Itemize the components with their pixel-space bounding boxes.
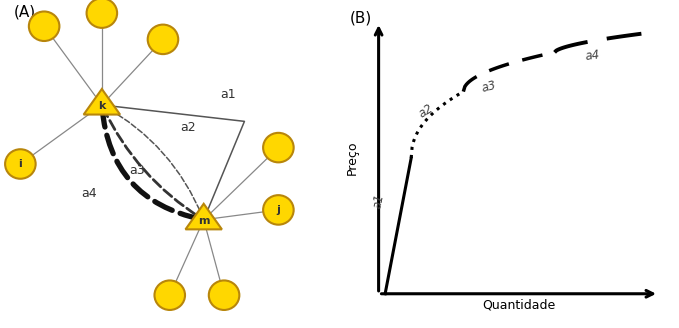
Text: a2: a2 — [180, 121, 196, 134]
Text: a1: a1 — [221, 89, 236, 101]
Polygon shape — [84, 89, 120, 114]
Text: a4: a4 — [81, 187, 97, 200]
Circle shape — [5, 149, 35, 179]
Circle shape — [148, 25, 178, 54]
Text: a3: a3 — [479, 78, 497, 94]
Circle shape — [154, 280, 185, 310]
Text: Preço: Preço — [346, 141, 359, 175]
Circle shape — [29, 11, 60, 41]
Circle shape — [209, 280, 240, 310]
Text: m: m — [198, 216, 209, 226]
Circle shape — [86, 0, 117, 28]
Circle shape — [263, 133, 293, 162]
Text: a2: a2 — [416, 101, 435, 120]
Text: a4: a4 — [584, 48, 600, 63]
Text: i: i — [18, 159, 22, 169]
Circle shape — [263, 195, 293, 225]
Text: Quantidade: Quantidade — [482, 299, 555, 312]
Text: a3: a3 — [129, 164, 145, 177]
Polygon shape — [185, 204, 222, 229]
Text: a1: a1 — [371, 192, 386, 209]
Text: j: j — [276, 205, 280, 215]
Text: k: k — [98, 101, 105, 111]
Text: (A): (A) — [14, 4, 36, 19]
Text: (B): (B) — [349, 10, 371, 25]
